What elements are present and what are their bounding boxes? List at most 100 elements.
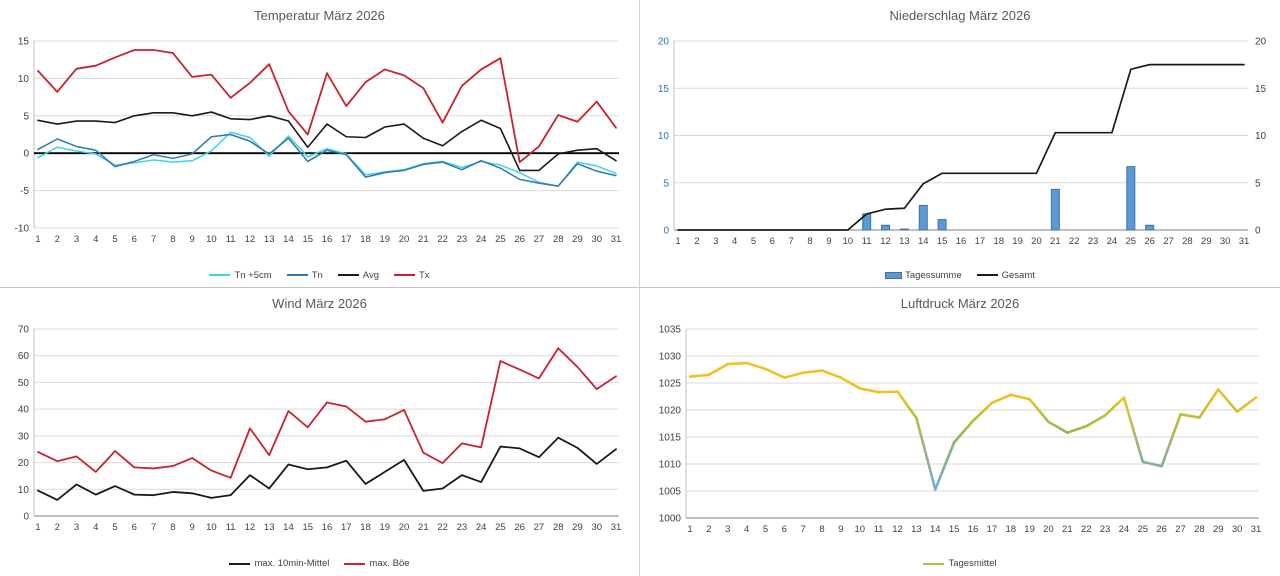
svg-text:5: 5 [23, 111, 29, 122]
legend-item: Tn [286, 270, 323, 281]
svg-text:1005: 1005 [659, 487, 682, 498]
svg-text:9: 9 [189, 234, 194, 245]
svg-text:1: 1 [35, 522, 40, 533]
svg-text:12: 12 [892, 524, 903, 535]
svg-text:13: 13 [263, 522, 274, 533]
svg-text:30: 30 [1232, 524, 1243, 535]
svg-text:26: 26 [1156, 524, 1167, 535]
svg-text:31: 31 [1239, 236, 1250, 247]
temperature-chart-title: Temperatur März 2026 [254, 8, 385, 23]
svg-text:16: 16 [968, 524, 979, 535]
svg-text:29: 29 [572, 234, 583, 245]
svg-text:50: 50 [17, 378, 29, 389]
svg-text:3: 3 [725, 524, 730, 535]
svg-text:2: 2 [706, 524, 711, 535]
svg-text:40: 40 [17, 405, 29, 416]
svg-text:3: 3 [73, 522, 78, 533]
svg-text:4: 4 [93, 522, 98, 533]
svg-text:4: 4 [744, 524, 749, 535]
temperature-legend: Tn +5cm Tn Avg Tx [209, 263, 430, 287]
svg-text:20: 20 [398, 522, 409, 533]
svg-text:7: 7 [801, 524, 806, 535]
legend-label: Tn +5cm [234, 269, 272, 281]
svg-text:0: 0 [663, 226, 669, 237]
pressure-legend: Tagesmittel [923, 551, 997, 576]
svg-text:28: 28 [552, 522, 563, 533]
svg-text:10: 10 [17, 485, 29, 496]
svg-text:25: 25 [1138, 524, 1149, 535]
svg-text:23: 23 [1088, 236, 1099, 247]
svg-text:8: 8 [819, 524, 824, 535]
svg-text:11: 11 [225, 522, 235, 533]
y-axis-labels: 0 10 20 30 40 50 60 70 [17, 325, 29, 523]
svg-text:31: 31 [610, 522, 621, 533]
svg-text:8: 8 [170, 234, 175, 245]
series-gesamt [677, 63, 1245, 231]
svg-text:11: 11 [862, 236, 872, 247]
pressure-chart-panel: Luftdruck März 2026 1000 1005 1010 1015 1020… [640, 288, 1280, 576]
y-axis-labels: 1000 1005 1010 1015 1020 1025 1030 1035 [659, 325, 682, 525]
svg-text:8: 8 [170, 522, 175, 533]
svg-text:4: 4 [93, 234, 98, 245]
svg-text:7: 7 [789, 236, 794, 247]
svg-text:29: 29 [1213, 524, 1224, 535]
svg-text:1010: 1010 [659, 460, 682, 471]
svg-text:6: 6 [131, 522, 136, 533]
legend-label: max. 10min-Mittel [254, 558, 330, 569]
svg-text:22: 22 [1069, 236, 1080, 247]
svg-text:7: 7 [150, 234, 155, 245]
svg-text:60: 60 [17, 351, 29, 362]
precipitation-chart-title: Niederschlag März 2026 [889, 8, 1031, 23]
svg-text:27: 27 [1163, 236, 1174, 247]
svg-text:12: 12 [244, 522, 255, 533]
legend-item: max. 10min-Mittel [229, 558, 329, 569]
legend-item: Tx [393, 270, 430, 281]
svg-text:1020: 1020 [659, 406, 682, 417]
svg-text:1035: 1035 [659, 325, 682, 336]
legend-label: Gesamt [1001, 269, 1035, 281]
svg-text:24: 24 [1119, 524, 1130, 535]
svg-text:0: 0 [23, 149, 29, 160]
legend-swatch [337, 274, 359, 276]
svg-text:9: 9 [189, 522, 194, 533]
legend-label: Tagessumme [905, 269, 962, 281]
gridlines [33, 40, 619, 229]
svg-text:15: 15 [17, 37, 29, 48]
svg-text:21: 21 [1050, 236, 1061, 247]
svg-text:31: 31 [610, 234, 621, 245]
series-tagesmittel [688, 361, 1258, 491]
svg-text:1015: 1015 [659, 433, 682, 444]
svg-text:29: 29 [1201, 236, 1212, 247]
svg-text:13: 13 [899, 236, 910, 247]
svg-text:17: 17 [340, 522, 351, 533]
svg-text:27: 27 [533, 522, 544, 533]
svg-text:70: 70 [17, 325, 29, 336]
svg-text:20: 20 [1031, 236, 1042, 247]
svg-text:17: 17 [340, 234, 351, 245]
svg-text:10: 10 [1255, 131, 1267, 142]
svg-text:18: 18 [1005, 524, 1016, 535]
gridlines [674, 40, 1248, 231]
svg-text:2: 2 [694, 236, 699, 247]
gridlines [686, 328, 1259, 519]
wind-chart-panel: Wind März 2026 0 10 20 30 40 50 60 70 1 2 3 4 5 6 7 8 9 1… [0, 288, 640, 576]
svg-text:1030: 1030 [659, 352, 682, 363]
svg-text:10: 10 [206, 522, 217, 533]
svg-text:19: 19 [1012, 236, 1023, 247]
svg-text:20: 20 [658, 37, 670, 48]
svg-text:30: 30 [591, 522, 602, 533]
svg-text:20: 20 [398, 234, 409, 245]
svg-text:15: 15 [302, 234, 313, 245]
svg-text:14: 14 [283, 234, 294, 245]
gridlines [33, 328, 619, 517]
svg-text:17: 17 [975, 236, 986, 247]
svg-text:18: 18 [360, 234, 371, 245]
svg-text:18: 18 [993, 236, 1004, 247]
svg-text:13: 13 [911, 524, 922, 535]
svg-text:12: 12 [880, 236, 891, 247]
svg-text:21: 21 [418, 522, 429, 533]
svg-text:24: 24 [1107, 236, 1118, 247]
svg-text:30: 30 [591, 234, 602, 245]
